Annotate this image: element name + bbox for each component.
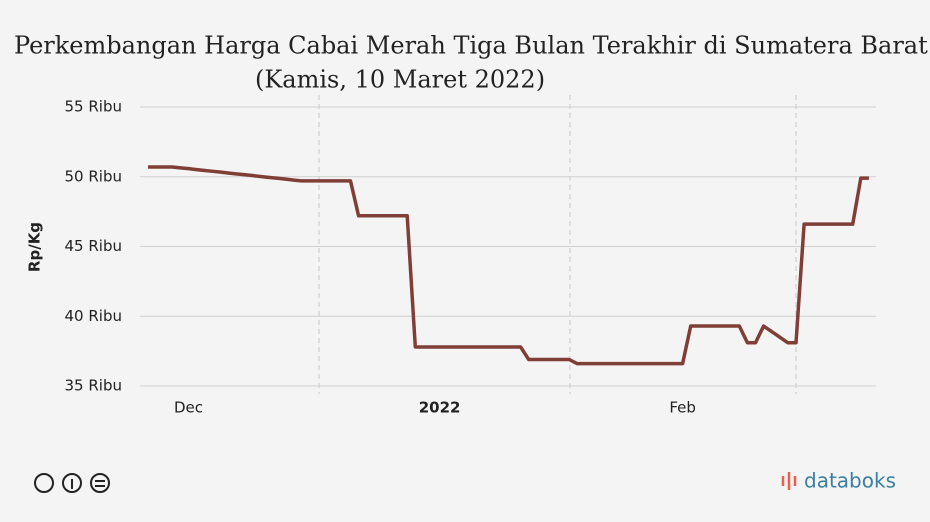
brand: databoks (804, 469, 896, 493)
line (148, 165, 869, 366)
y-tick-label: 50 Ribu (65, 167, 122, 185)
y-tick-label: 55 Ribu (65, 98, 122, 116)
chart-subtitle: (Kamis, 10 Maret 2022) (255, 66, 545, 94)
x-tick-label: Feb (669, 399, 696, 417)
y-axis-label: Rp/Kg (26, 222, 44, 272)
chart-title: Perkembangan Harga Cabai Merah Tiga Bula… (14, 32, 928, 60)
x-tick-label: Dec (174, 399, 203, 417)
y-tick-label: 45 Ribu (65, 237, 122, 255)
cc-icons (34, 473, 110, 493)
brand-icon (781, 472, 797, 490)
y-tick-label: 40 Ribu (65, 307, 122, 325)
y-tick-label: 35 Ribu (65, 377, 122, 395)
month-dividers (318, 95, 797, 394)
x-tick-label: 2022 (419, 399, 461, 417)
